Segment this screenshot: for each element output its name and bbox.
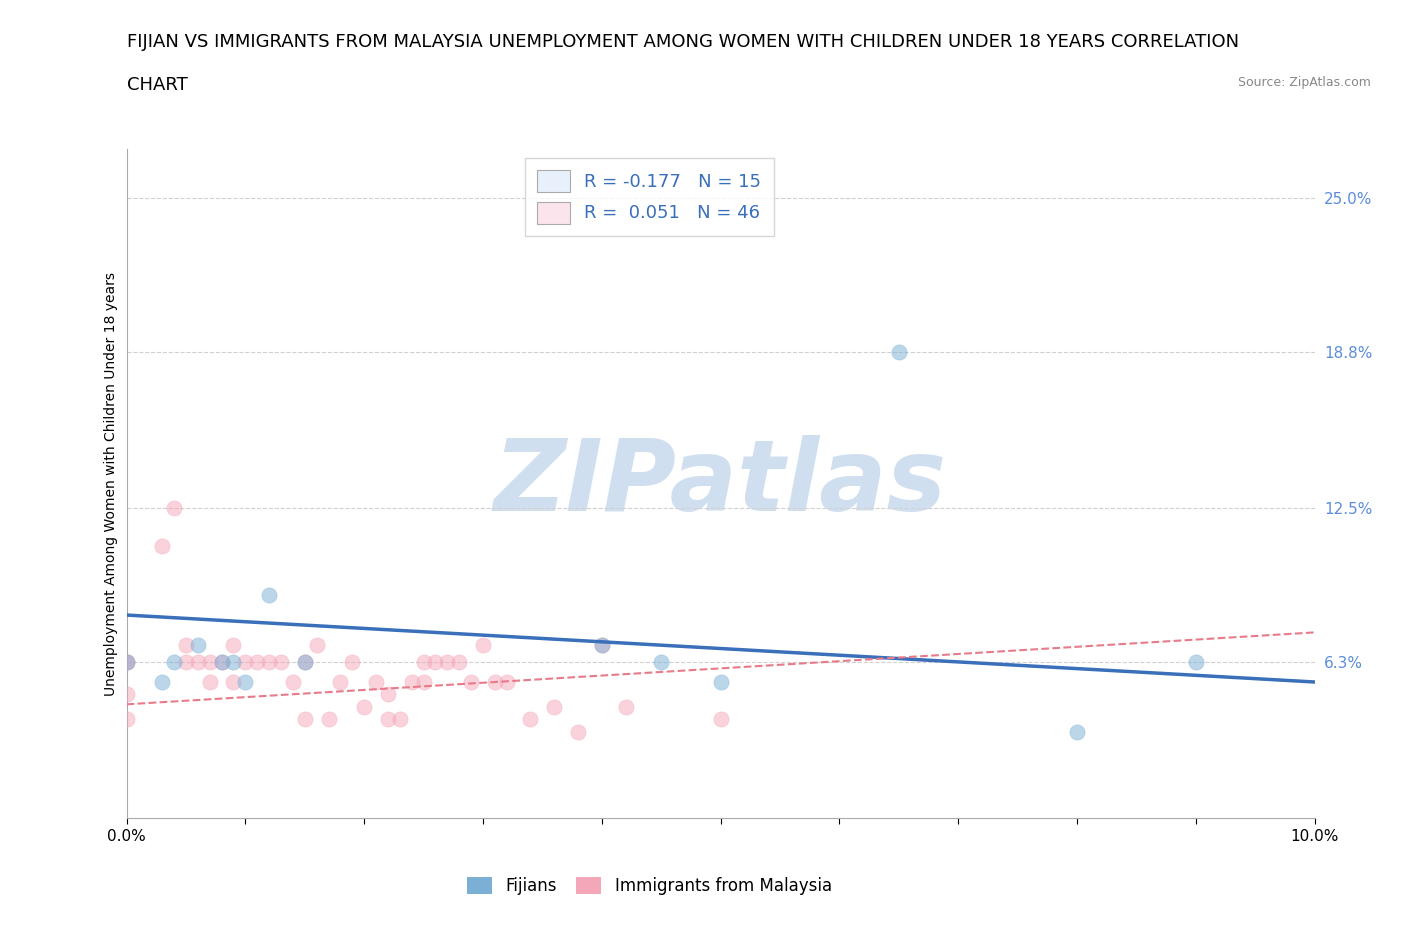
Point — [257, 655, 280, 670]
Point — [281, 674, 304, 689]
Point — [115, 655, 138, 670]
Point — [1184, 655, 1206, 670]
Point — [222, 655, 245, 670]
Point — [412, 655, 434, 670]
Point — [150, 538, 173, 553]
Point — [353, 699, 375, 714]
Y-axis label: Unemployment Among Women with Children Under 18 years: Unemployment Among Women with Children U… — [104, 272, 118, 696]
Point — [484, 674, 506, 689]
Point — [187, 637, 209, 652]
Point — [294, 655, 316, 670]
Legend: Fijians, Immigrants from Malaysia: Fijians, Immigrants from Malaysia — [458, 869, 841, 904]
Point — [294, 711, 316, 726]
Point — [591, 637, 613, 652]
Point — [377, 711, 399, 726]
Point — [257, 588, 280, 603]
Point — [495, 674, 517, 689]
Point — [471, 637, 495, 652]
Point — [887, 345, 910, 360]
Point — [591, 637, 613, 652]
Point — [449, 655, 471, 670]
Point — [614, 699, 637, 714]
Point — [270, 655, 292, 670]
Point — [198, 674, 221, 689]
Point — [150, 674, 173, 689]
Point — [401, 674, 423, 689]
Point — [460, 674, 482, 689]
Point — [650, 655, 672, 670]
Point — [305, 637, 328, 652]
Point — [222, 674, 245, 689]
Point — [519, 711, 541, 726]
Point — [1066, 724, 1088, 739]
Point — [233, 674, 256, 689]
Point — [246, 655, 269, 670]
Point — [163, 501, 186, 516]
Text: ZIPatlas: ZIPatlas — [494, 435, 948, 532]
Text: FIJIAN VS IMMIGRANTS FROM MALAYSIA UNEMPLOYMENT AMONG WOMEN WITH CHILDREN UNDER : FIJIAN VS IMMIGRANTS FROM MALAYSIA UNEMP… — [127, 33, 1239, 50]
Point — [233, 655, 256, 670]
Text: Source: ZipAtlas.com: Source: ZipAtlas.com — [1237, 76, 1371, 89]
Point — [709, 711, 731, 726]
Point — [211, 655, 233, 670]
Point — [318, 711, 340, 726]
Point — [412, 674, 434, 689]
Point — [388, 711, 411, 726]
Point — [115, 687, 138, 702]
Point — [222, 637, 245, 652]
Point — [174, 637, 197, 652]
Point — [425, 655, 447, 670]
Point — [567, 724, 589, 739]
Point — [436, 655, 458, 670]
Point — [115, 655, 138, 670]
Point — [163, 655, 186, 670]
Point — [543, 699, 565, 714]
Point — [377, 687, 399, 702]
Point — [187, 655, 209, 670]
Point — [342, 655, 364, 670]
Point — [115, 655, 138, 670]
Point — [198, 655, 221, 670]
Point — [211, 655, 233, 670]
Point — [174, 655, 197, 670]
Point — [294, 655, 316, 670]
Point — [709, 674, 731, 689]
Text: CHART: CHART — [127, 76, 187, 94]
Point — [364, 674, 387, 689]
Point — [115, 711, 138, 726]
Point — [329, 674, 352, 689]
